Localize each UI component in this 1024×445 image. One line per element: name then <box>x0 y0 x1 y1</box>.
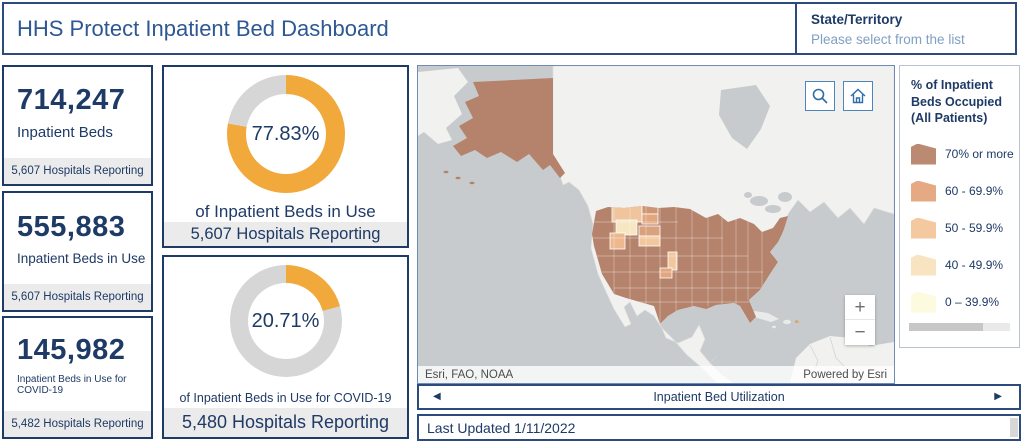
donut-center-value: 77.83% <box>251 122 320 145</box>
header-bar: HHS Protect Inpatient Bed Dashboard Stat… <box>2 2 1017 55</box>
basemap-graphic <box>418 66 894 383</box>
stat-card-body: 555,883 Inpatient Beds in Use <box>4 193 151 284</box>
powered-by-esri-link[interactable]: Powered by Esri <box>803 368 887 381</box>
scrollbar-thumb[interactable] <box>909 323 983 331</box>
map-attribution-text: Esri, FAO, NOAA <box>425 368 514 381</box>
donut-caption: of Inpatient Beds in Use <box>195 202 376 221</box>
map-attribution-bar: Esri, FAO, NOAA Powered by Esri <box>418 366 894 383</box>
view-tab-title: Inpatient Bed Utilization <box>653 390 785 404</box>
scrollbar-thumb[interactable] <box>1010 418 1018 437</box>
stat-footer: 5,607 Hospitals Reporting <box>4 158 151 184</box>
stat-card-inpatient-beds-in-use: 555,883 Inpatient Beds in Use 5,607 Hosp… <box>2 191 153 312</box>
search-icon <box>812 88 828 104</box>
stat-card-inpatient-beds: 714,247 Inpatient Beds 5,607 Hospitals R… <box>2 65 153 186</box>
last-updated-bar: Last Updated 1/11/2022 <box>417 414 1021 441</box>
stat-card-covid-beds-in-use: 145,982 Inpatient Beds in Use for COVID-… <box>2 316 153 439</box>
legend-title: % of Inpatient Beds Occupied (All Patien… <box>911 78 1002 125</box>
stat-value: 714,247 <box>17 84 126 116</box>
legend-label: 0 – 39.9% <box>945 295 1000 309</box>
next-view-arrow[interactable]: ▶ <box>994 391 1002 402</box>
zoom-in-button[interactable]: + <box>845 295 875 320</box>
stat-label: Inpatient Beds <box>17 124 113 141</box>
prev-view-arrow[interactable]: ◀ <box>433 391 441 402</box>
state-territory-placeholder: Please select from the list <box>811 32 965 47</box>
donut-footer: 5,607 Hospitals Reporting <box>164 222 407 246</box>
zoom-out-button[interactable]: − <box>845 320 875 345</box>
last-updated-text: Last Updated 1/11/2022 <box>427 419 576 436</box>
donut-footer: 5,480 Hospitals Reporting <box>164 408 407 437</box>
stat-label: Inpatient Beds in Use <box>17 251 146 266</box>
map-search-button[interactable] <box>805 81 835 111</box>
legend-label: 70% or more <box>945 147 1014 161</box>
legend-horizontal-scrollbar[interactable] <box>909 323 1010 331</box>
legend-item: 70% or more <box>911 143 1014 165</box>
stat-value: 145,982 <box>17 333 126 366</box>
legend-swatch <box>911 291 936 313</box>
map-home-button[interactable] <box>843 81 873 111</box>
legend-swatch <box>911 143 936 165</box>
legend-item: 60 - 69.9% <box>911 180 1013 202</box>
donut-chart-beds-in-use: 77.83% <box>226 75 345 193</box>
state-territory-selector[interactable]: State/Territory Please select from the l… <box>795 4 1015 53</box>
donut-panel-beds-in-use: 77.83% of Inpatient Beds in Use 5,607 Ho… <box>162 65 409 248</box>
legend-swatch <box>911 180 936 202</box>
donut-caption: of Inpatient Beds in Use for COVID-19 <box>179 391 392 405</box>
home-icon <box>850 88 866 104</box>
legend-label: 50 - 59.9% <box>945 221 1004 235</box>
legend-swatch <box>911 217 936 239</box>
legend-item: 40 - 49.9% <box>911 254 1013 276</box>
view-tab-bar: ◀ Inpatient Bed Utilization ▶ <box>417 384 1021 410</box>
stat-footer: 5,482 Hospitals Reporting <box>4 411 151 437</box>
legend-swatch <box>911 254 936 276</box>
stat-card-body: 714,247 Inpatient Beds <box>4 67 151 158</box>
map-zoom-control: + − <box>845 295 875 345</box>
stat-label: Inpatient Beds in Use for COVID-19 <box>17 373 127 396</box>
state-territory-label: State/Territory <box>811 12 903 27</box>
legend-item: 0 – 39.9% <box>911 291 1013 313</box>
donut-panel-covid-beds-in-use: 20.71% of Inpatient Beds in Use for COVI… <box>162 255 409 439</box>
stat-value: 555,883 <box>17 211 126 243</box>
donut-chart-covid-beds-in-use: 20.71% <box>229 265 342 377</box>
legend-label: 60 - 69.9% <box>945 184 1004 198</box>
map-legend-panel: % of Inpatient Beds Occupied (All Patien… <box>899 65 1020 348</box>
legend-label: 40 - 49.9% <box>945 258 1004 272</box>
page-title: HHS Protect Inpatient Bed Dashboard <box>17 15 389 41</box>
legend-item: 50 - 59.9% <box>911 217 1013 239</box>
legend-items: 70% or more 60 - 69.9% 50 - 59.9% 40 - 4… <box>911 143 1014 313</box>
us-choropleth-map[interactable]: + − Esri, FAO, NOAA Powered by Esri <box>417 65 895 384</box>
donut-center-value: 20.71% <box>251 309 320 332</box>
stat-footer: 5,607 Hospitals Reporting <box>4 284 151 310</box>
stat-card-body: 145,982 Inpatient Beds in Use for COVID-… <box>4 318 151 411</box>
